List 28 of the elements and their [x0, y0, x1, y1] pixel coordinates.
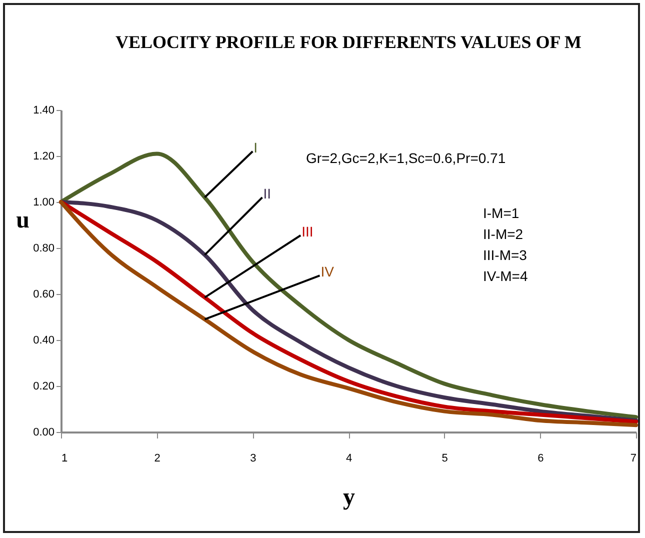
- x-tick-label: 3: [250, 452, 256, 464]
- annotation: I-M=1: [483, 205, 520, 221]
- text: III: [302, 223, 314, 240]
- y-tick-label: 1.40: [33, 104, 54, 116]
- x-tick-label: 7: [630, 452, 636, 464]
- x-tick-label: 6: [538, 452, 544, 464]
- annotation: IV-M=4: [483, 268, 528, 284]
- chart-title: VELOCITY PROFILE FOR DIFFERENTS VALUES OF M: [115, 32, 582, 52]
- y-tick-label: 1.00: [33, 196, 54, 208]
- annotation: II-M=2: [483, 226, 524, 242]
- x-tick-label: 1: [62, 452, 68, 464]
- text: IV: [320, 264, 335, 280]
- y-tick-label: 0.00: [33, 426, 54, 438]
- y-axis-title: u: [16, 208, 30, 234]
- x-tick-label: 2: [154, 452, 160, 464]
- x-axis-title: y: [343, 484, 355, 510]
- text: I: [254, 139, 258, 156]
- y-tick-label: 1.20: [33, 150, 54, 162]
- line-series: [59, 152, 638, 420]
- x-tick-label: 5: [442, 452, 448, 464]
- annotation: Gr=2,Gc=2,K=1,Sc=0.6,Pr=0.71: [306, 150, 506, 166]
- annotation: III-M=3: [483, 247, 528, 263]
- text: II: [263, 185, 272, 202]
- y-tick-label: 0.60: [33, 288, 54, 300]
- y-tick-label: 0.40: [33, 334, 54, 346]
- y-tick-label: 0.20: [33, 380, 54, 392]
- x-tick-label: 4: [346, 452, 352, 464]
- y-tick-label: 0.80: [33, 242, 54, 254]
